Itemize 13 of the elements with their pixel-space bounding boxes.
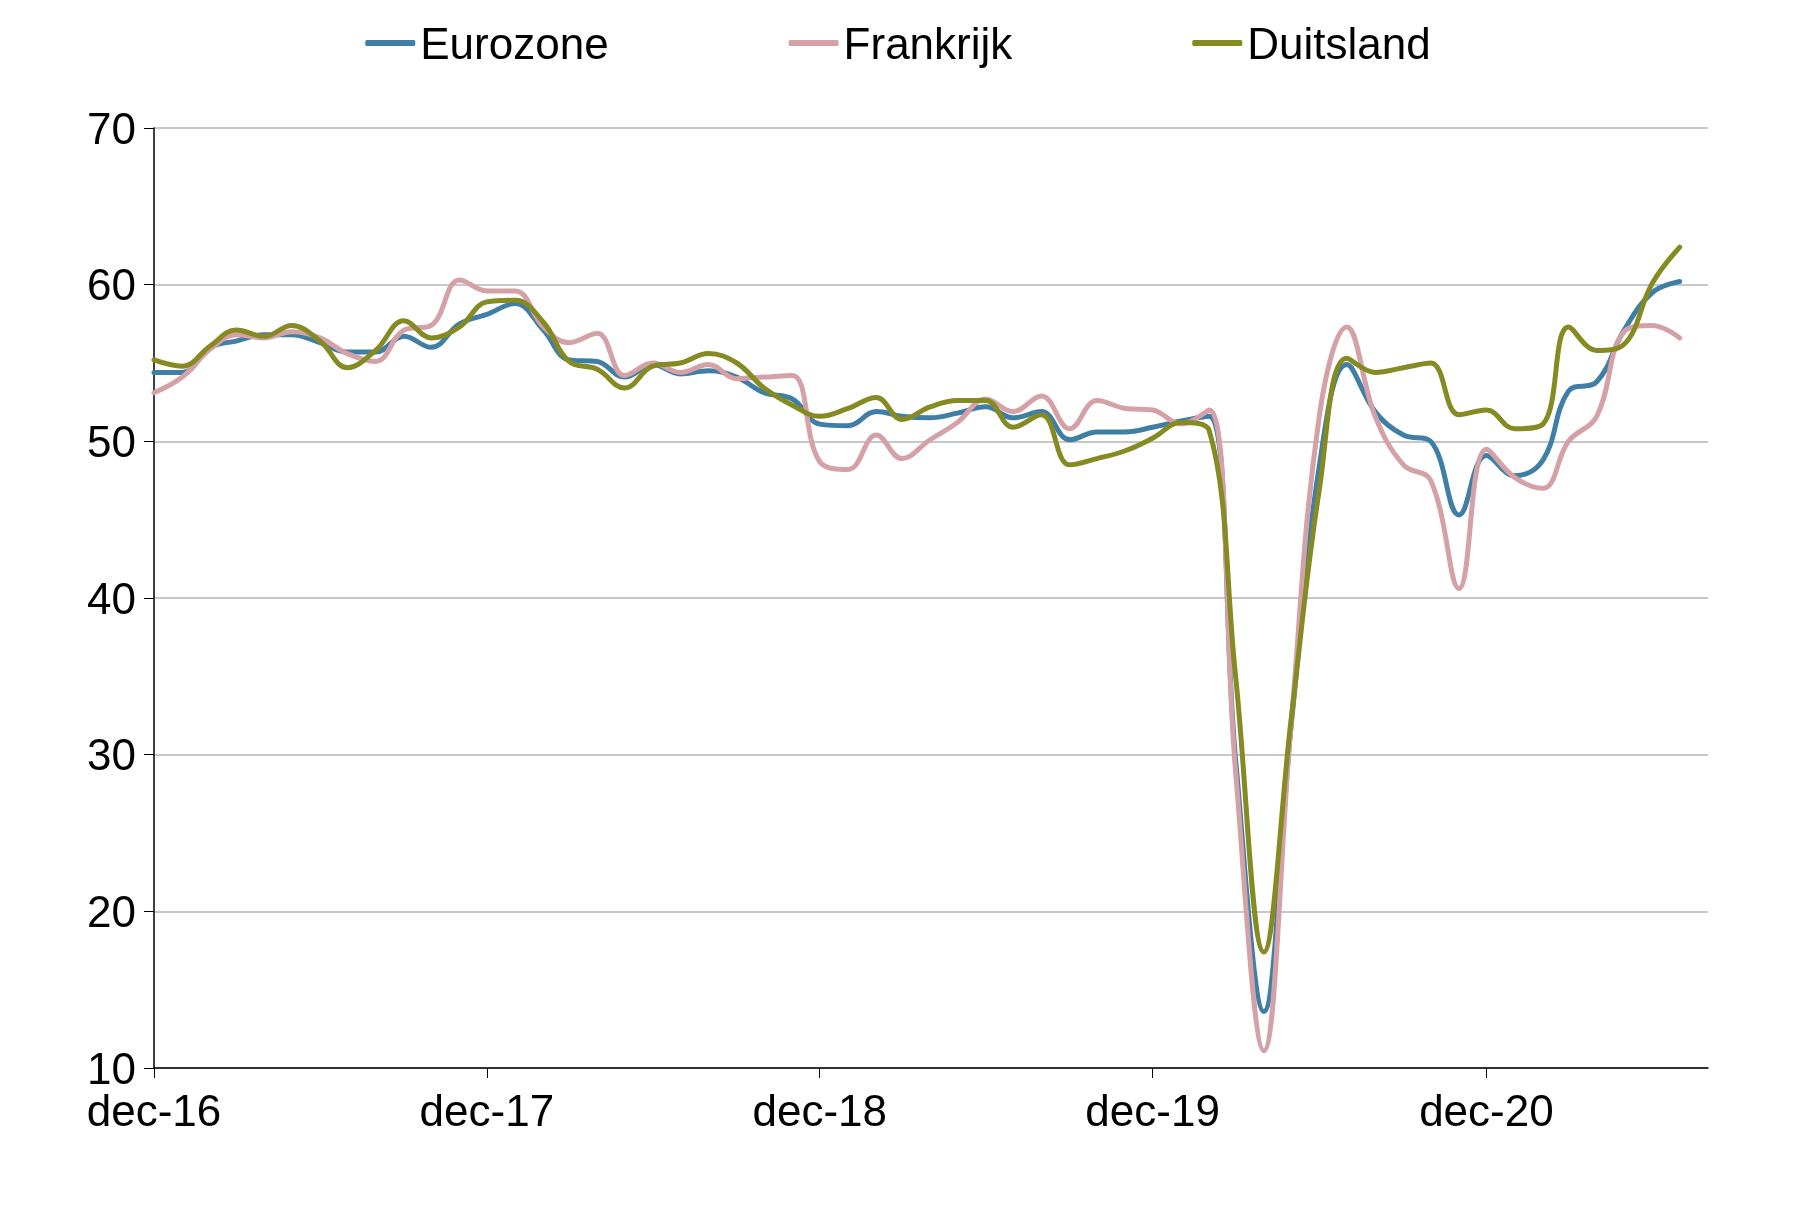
x-tick-label: dec-19 xyxy=(1085,1085,1220,1135)
y-tick-label: 30 xyxy=(87,730,136,780)
y-tick-label: 20 xyxy=(87,886,136,936)
x-tick-label: dec-18 xyxy=(752,1085,888,1135)
legend-label: Frankrijk xyxy=(843,18,1014,68)
y-tick-label: 40 xyxy=(87,573,136,623)
x-tick-label: dec-20 xyxy=(1419,1085,1554,1135)
y-tick-label: 70 xyxy=(87,103,136,153)
x-tick-label: dec-17 xyxy=(419,1085,555,1135)
legend-label: Duitsland xyxy=(1247,18,1431,68)
y-tick-label: 60 xyxy=(87,260,136,310)
legend-label: Eurozone xyxy=(420,18,609,68)
y-tick-label: 50 xyxy=(87,416,136,466)
